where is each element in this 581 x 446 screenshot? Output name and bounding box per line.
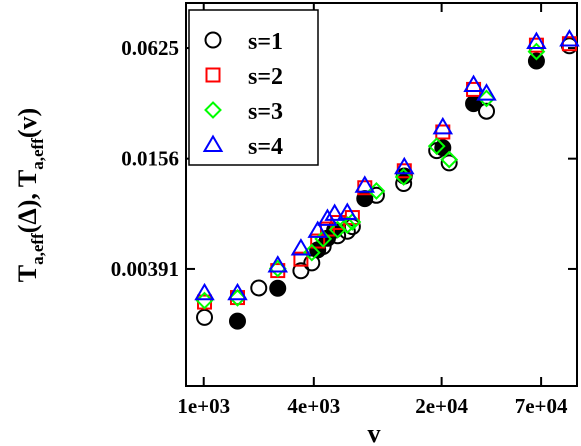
legend-label: s=1 <box>248 29 283 55</box>
legend: s=1 s=2 s=3 s=4 <box>188 9 319 166</box>
y-axis-label-end: (v) <box>13 108 42 138</box>
data-point-circle-filled <box>269 279 287 297</box>
y-axis-label-sub2: a,eff <box>28 138 47 170</box>
data-point-diamond-open <box>228 288 247 307</box>
data-point-diamond-open <box>527 42 546 61</box>
data-point-triangle-open <box>559 29 580 47</box>
x-tick-label: 2e+04 <box>415 394 468 418</box>
y-tick-label: 0.00391 <box>111 257 179 281</box>
data-point-circle-open <box>292 262 310 280</box>
data-point-diamond-open <box>477 89 496 108</box>
ticks-layer: 1e+03 4e+03 2e+04 7e+04 0.00391 0.0156 0.0625 <box>111 3 577 418</box>
y-axis-label-t1: T <box>13 265 42 282</box>
data-point-triangle-open <box>432 116 454 135</box>
data-point-diamond-open <box>440 150 459 169</box>
y-axis-label-t2: T <box>13 170 42 187</box>
x-axis-label: v <box>368 419 381 446</box>
y-axis-label: Ta,eff(Δ), Ta,eff(v) <box>13 108 47 282</box>
legend-marker-circle-open <box>204 31 222 49</box>
x-tick-label: 1e+03 <box>177 394 230 418</box>
data-point-circle-open <box>196 308 214 326</box>
y-axis-label-sub1: a,eff <box>28 233 47 265</box>
data-point-diamond-open <box>338 216 357 234</box>
y-tick-label: 0.0625 <box>121 36 179 60</box>
data-point-triangle-open <box>194 282 215 301</box>
data-point-triangle-open <box>476 83 497 101</box>
x-tick-label: 7e+04 <box>515 394 568 418</box>
data-point-diamond-open <box>195 291 214 310</box>
legend-marker-square-open <box>205 67 221 83</box>
data-point-triangle-open <box>463 74 484 93</box>
data-point-square-open <box>310 233 326 249</box>
data-point-triangle-open <box>317 208 338 226</box>
plot-frame <box>185 2 578 387</box>
data-point-square-open <box>435 124 451 140</box>
x-tick-label: 4e+03 <box>287 394 340 418</box>
legend-marker-triangle-open <box>202 134 224 152</box>
marks-layer <box>194 29 580 330</box>
series-5 <box>194 29 580 301</box>
data-point-square-open <box>293 251 309 267</box>
legend-label: s=3 <box>248 99 283 125</box>
legend-label: s=2 <box>248 64 283 90</box>
data-point-diamond-open <box>427 137 446 156</box>
y-axis-label-mid: (Δ), <box>13 193 42 233</box>
data-point-circle-open <box>478 102 496 120</box>
data-point-diamond-open <box>394 168 413 186</box>
data-point-triangle-open <box>337 202 358 220</box>
data-point-triangle-open <box>526 31 547 50</box>
y-tick-label: 0.0156 <box>121 147 179 171</box>
data-point-circle-filled <box>527 52 545 70</box>
data-point-triangle-open <box>267 255 288 273</box>
data-point-triangle-open <box>290 238 312 256</box>
data-point-circle-open <box>440 154 458 172</box>
legend-marker-diamond-open <box>204 101 222 119</box>
data-point-triangle-open <box>324 203 345 221</box>
legend-label: s=4 <box>248 134 283 160</box>
data-point-triangle-open <box>227 282 248 301</box>
data-point-circle-filled <box>228 312 246 330</box>
data-point-triangle-open <box>354 175 376 193</box>
data-point-circle-open <box>250 279 268 297</box>
data-point-triangle-open <box>307 220 328 238</box>
data-point-triangle-open <box>394 156 415 175</box>
